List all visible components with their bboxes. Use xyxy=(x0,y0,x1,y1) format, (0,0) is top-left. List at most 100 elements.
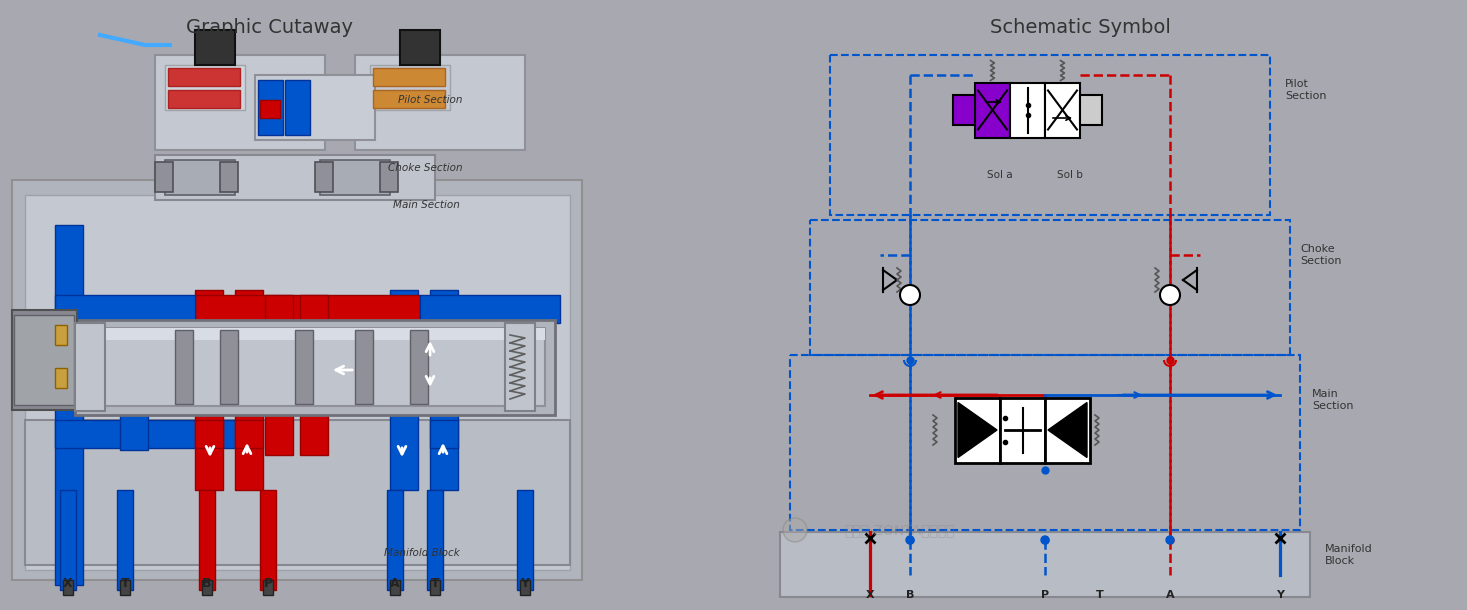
Bar xyxy=(12,310,76,410)
Bar xyxy=(830,55,1270,215)
Text: Sol a: Sol a xyxy=(987,170,1012,180)
Bar xyxy=(1080,95,1102,125)
Text: X: X xyxy=(63,577,73,590)
Text: B: B xyxy=(905,590,914,600)
Text: Graphic Cutaway: Graphic Cutaway xyxy=(186,18,354,37)
Bar xyxy=(427,490,443,590)
Bar xyxy=(1009,82,1045,137)
Bar xyxy=(195,295,420,323)
Text: Pilot Section: Pilot Section xyxy=(399,95,464,105)
Text: P: P xyxy=(1042,590,1049,600)
Bar xyxy=(791,355,1300,530)
Text: Choke Section: Choke Section xyxy=(389,163,464,173)
Bar xyxy=(810,220,1289,355)
Bar xyxy=(169,90,241,108)
Bar xyxy=(25,420,571,565)
Bar xyxy=(780,532,1310,597)
Text: Sol b: Sol b xyxy=(1056,170,1083,180)
Bar xyxy=(156,55,326,150)
Bar xyxy=(169,68,241,86)
Text: Schematic Symbol: Schematic Symbol xyxy=(990,18,1171,37)
Bar xyxy=(400,30,440,65)
Bar xyxy=(164,160,235,195)
Bar xyxy=(54,295,195,323)
Bar xyxy=(220,162,238,192)
Bar xyxy=(266,295,293,455)
Text: Sol a: Sol a xyxy=(200,38,227,48)
Bar xyxy=(255,75,376,140)
Bar xyxy=(54,420,255,448)
Bar xyxy=(235,420,263,448)
Bar xyxy=(120,370,148,450)
Bar xyxy=(25,195,571,570)
Bar xyxy=(430,290,458,490)
Bar xyxy=(202,580,213,595)
Bar xyxy=(373,68,445,86)
Bar xyxy=(954,95,976,125)
Bar xyxy=(195,30,235,65)
Bar xyxy=(200,490,216,590)
Bar xyxy=(220,330,238,404)
Text: Main Section: Main Section xyxy=(393,200,461,210)
Circle shape xyxy=(899,285,920,305)
Circle shape xyxy=(1042,536,1049,544)
Bar xyxy=(1045,398,1090,462)
Bar xyxy=(164,65,245,110)
Bar xyxy=(75,320,555,415)
Bar xyxy=(390,290,418,490)
Bar xyxy=(320,160,390,195)
Bar xyxy=(430,580,440,595)
Text: P: P xyxy=(264,577,273,590)
Polygon shape xyxy=(1047,403,1087,458)
Bar xyxy=(54,325,67,345)
Bar xyxy=(260,490,276,590)
Bar xyxy=(285,80,310,135)
Bar xyxy=(54,368,67,388)
Text: T: T xyxy=(120,577,129,590)
Bar xyxy=(75,323,106,411)
Bar xyxy=(260,100,280,118)
Bar xyxy=(195,420,223,448)
Bar xyxy=(373,90,445,108)
Bar xyxy=(117,490,133,590)
Text: X: X xyxy=(866,590,874,600)
Text: Sol b: Sol b xyxy=(405,38,431,48)
Circle shape xyxy=(1160,285,1179,305)
Bar xyxy=(60,490,76,590)
Text: B: B xyxy=(202,577,211,590)
Text: Pilot
Section: Pilot Section xyxy=(1285,79,1326,101)
Text: Y: Y xyxy=(1276,590,1284,600)
Bar xyxy=(519,580,530,595)
Bar xyxy=(258,80,283,135)
Circle shape xyxy=(907,536,914,544)
Bar xyxy=(976,82,1009,137)
Bar xyxy=(235,290,263,490)
Text: Choke
Section: Choke Section xyxy=(1300,244,1341,266)
Bar xyxy=(1045,82,1080,137)
Text: Main
Section: Main Section xyxy=(1311,389,1354,411)
Bar xyxy=(120,580,131,595)
Text: A: A xyxy=(390,577,400,590)
Bar xyxy=(299,295,329,455)
Bar xyxy=(355,330,373,404)
Text: Manifold
Block: Manifold Block xyxy=(1325,544,1373,566)
Bar xyxy=(387,490,403,590)
Bar xyxy=(54,225,84,585)
Bar xyxy=(156,155,436,200)
Bar xyxy=(1000,398,1045,462)
Bar xyxy=(15,315,73,405)
Bar xyxy=(420,295,560,323)
Bar xyxy=(263,580,273,595)
Bar xyxy=(295,330,312,404)
Circle shape xyxy=(1166,536,1174,544)
Bar xyxy=(63,580,73,595)
Polygon shape xyxy=(958,403,998,458)
Bar xyxy=(355,55,525,150)
Text: Manifold Block: Manifold Block xyxy=(384,548,461,558)
Bar xyxy=(370,65,450,110)
Bar xyxy=(409,330,428,404)
Text: A: A xyxy=(1166,590,1174,600)
Bar xyxy=(156,162,173,192)
Bar xyxy=(516,490,533,590)
Bar xyxy=(430,420,458,448)
